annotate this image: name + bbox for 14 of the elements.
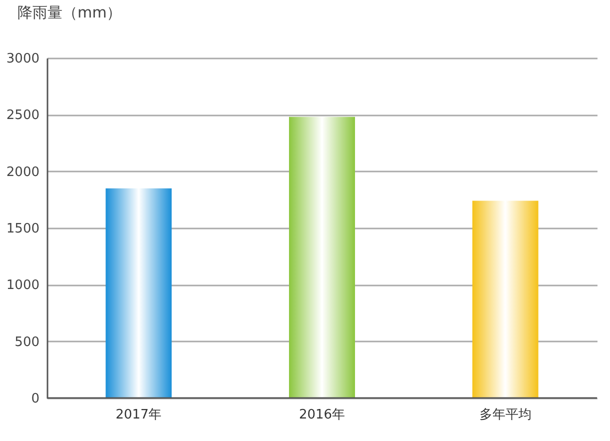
x-tick-label: 2016年 [298, 408, 346, 422]
bar [472, 200, 538, 398]
y-tick-label: 2500 [6, 108, 40, 124]
bar [289, 116, 355, 398]
y-tick-label: 3000 [6, 52, 40, 66]
y-tick-label: 500 [14, 334, 40, 350]
y-tick-label: 0 [31, 392, 40, 406]
x-tick-label: 2017年 [116, 408, 162, 422]
y-tick-label: 1500 [6, 222, 40, 236]
y-tick-label: 1000 [6, 278, 40, 294]
y-axis-title: 降雨量（mm） [18, 4, 122, 22]
y-tick-label: 2000 [6, 164, 40, 180]
bar [106, 188, 172, 398]
x-tick-label: 多年平均 [479, 408, 532, 422]
